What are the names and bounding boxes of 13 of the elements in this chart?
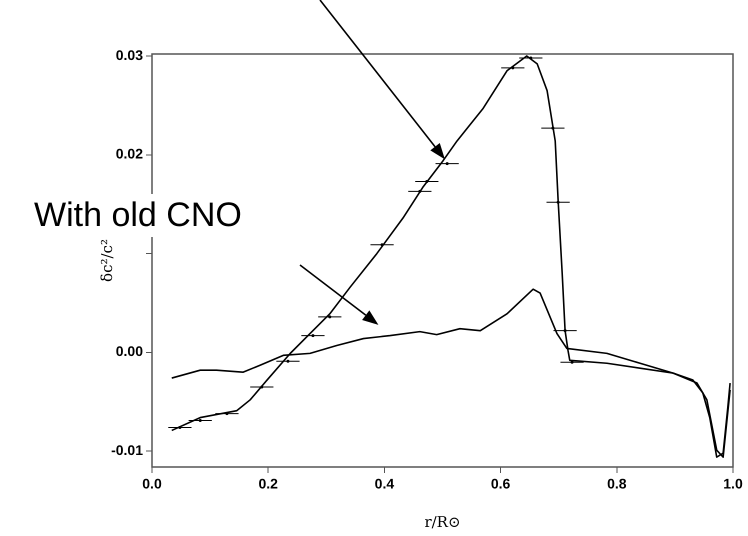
x-axis-title: r/R⊙ bbox=[424, 512, 461, 531]
x-tick-label: 0.4 bbox=[374, 475, 394, 492]
y-tick-label: 0.03 bbox=[116, 46, 144, 63]
y-tick-label: -0.01 bbox=[111, 442, 144, 458]
x-tick-label: 0.2 bbox=[258, 475, 278, 492]
annotation: With old CNO bbox=[28, 194, 248, 238]
x-tick-label: 0.8 bbox=[607, 475, 627, 492]
y-tick-label: 0.00 bbox=[116, 343, 144, 360]
y-tick-label: 0.02 bbox=[116, 146, 144, 162]
x-tick-label: 0.6 bbox=[490, 475, 511, 492]
y-axis-title: δc²/c² bbox=[98, 239, 116, 282]
x-tick-label: 1.0 bbox=[723, 475, 743, 492]
x-tick-label: 0.0 bbox=[142, 475, 162, 492]
